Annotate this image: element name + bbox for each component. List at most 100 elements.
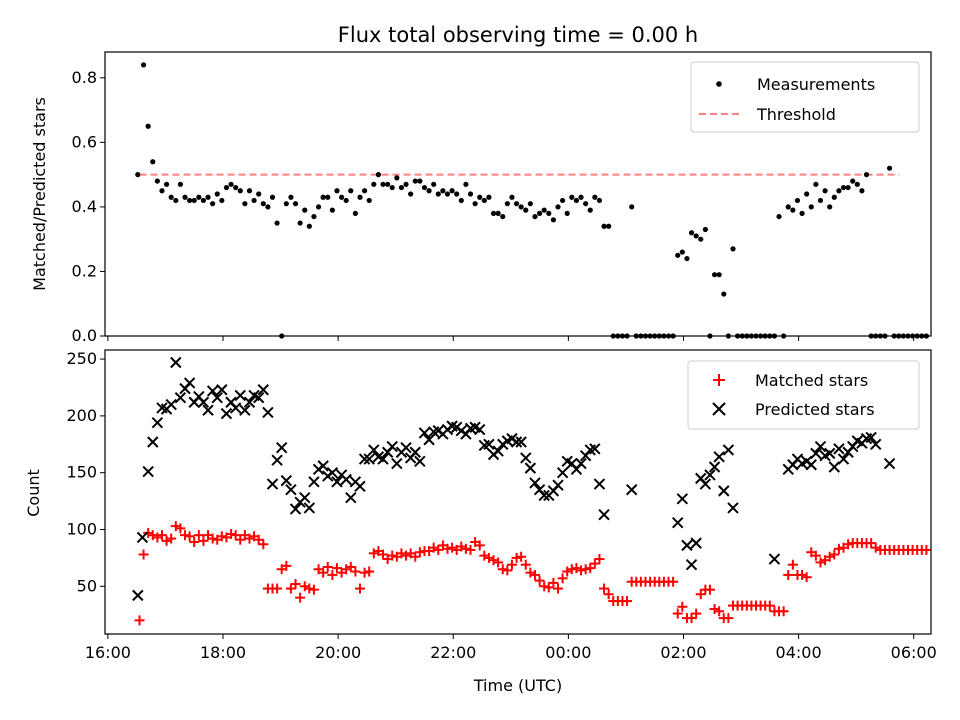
measurement-point bbox=[831, 194, 837, 200]
matched-point bbox=[244, 533, 255, 544]
predicted-point bbox=[174, 392, 187, 404]
measurement-point bbox=[306, 223, 312, 229]
measurement-point bbox=[840, 184, 847, 191]
bottom-x-tick-label: 04:00 bbox=[776, 643, 822, 662]
predicted-point-b bbox=[345, 491, 357, 504]
predicted-point-b bbox=[358, 453, 371, 465]
predicted-point bbox=[202, 404, 214, 416]
predicted-point bbox=[865, 431, 877, 444]
matched-point bbox=[921, 544, 932, 555]
predicted-point-b bbox=[400, 441, 412, 454]
matched-point bbox=[585, 563, 596, 574]
bottom-x-tick-label: 22:00 bbox=[430, 643, 476, 662]
top-y-axis-label: Matched/Predicted stars bbox=[30, 97, 49, 291]
measurement-point bbox=[297, 220, 303, 226]
x-axis-label: Time (UTC) bbox=[473, 676, 562, 695]
predicted-point-b bbox=[520, 452, 532, 464]
bottom-legend-frame bbox=[687, 360, 920, 430]
measurement-point bbox=[721, 291, 727, 297]
predicted-point-b bbox=[252, 392, 265, 404]
matched-point bbox=[599, 583, 610, 594]
matched-point bbox=[442, 543, 453, 554]
matched-point bbox=[322, 561, 333, 572]
predicted-point bbox=[483, 438, 495, 450]
measurement-point bbox=[135, 172, 141, 178]
measurement-point bbox=[854, 181, 860, 187]
matched-point bbox=[258, 539, 269, 550]
predicted-point bbox=[257, 384, 269, 396]
matched-point bbox=[479, 550, 490, 561]
predicted-point bbox=[243, 396, 256, 408]
matched-point bbox=[622, 596, 633, 607]
predicted-point bbox=[400, 441, 412, 454]
measurement-point bbox=[431, 181, 437, 187]
bottom-x-tick-label: 18:00 bbox=[200, 643, 246, 662]
matched-point bbox=[152, 532, 163, 543]
matched-point bbox=[299, 581, 310, 592]
matched-point bbox=[304, 583, 315, 594]
matched-point bbox=[465, 544, 476, 555]
predicted-point-b bbox=[556, 466, 569, 479]
predicted-point-b bbox=[685, 558, 698, 571]
measurement-point bbox=[675, 252, 681, 258]
matched-point bbox=[543, 582, 554, 593]
predicted-point bbox=[391, 457, 403, 470]
predicted-point bbox=[814, 440, 827, 453]
measurement-point bbox=[223, 184, 230, 191]
predicted-point-b bbox=[681, 539, 693, 552]
predicted-point-b bbox=[280, 474, 293, 487]
measurements-series bbox=[135, 62, 929, 339]
measurement-point bbox=[518, 204, 524, 210]
measurement-point bbox=[311, 213, 317, 220]
measurement-point bbox=[804, 191, 810, 197]
measurement-point bbox=[886, 165, 893, 171]
matched-point bbox=[170, 521, 181, 532]
predicted-point-b bbox=[229, 402, 242, 414]
measurement-point bbox=[555, 204, 561, 210]
matched-point bbox=[815, 557, 826, 568]
measurement-point bbox=[417, 178, 423, 184]
predicted-point-b bbox=[326, 466, 339, 479]
predicted-point-b bbox=[418, 427, 431, 439]
measurement-point bbox=[196, 194, 202, 200]
predicted-point-b bbox=[303, 502, 316, 514]
measurement-point bbox=[343, 197, 349, 204]
matched-point bbox=[534, 575, 545, 586]
measurement-point bbox=[472, 201, 478, 207]
legend-predicted-marker bbox=[712, 402, 726, 416]
bottom-x-ticks: 16:00 18:00 20:00 22:00 00:00 02:00 04:00 06:00 bbox=[85, 634, 937, 662]
measurement-point bbox=[159, 188, 165, 194]
measurement-point bbox=[532, 213, 538, 220]
measurement-point bbox=[265, 204, 271, 210]
predicted-point-b bbox=[814, 440, 827, 453]
matched-point bbox=[506, 559, 517, 570]
measurement-point bbox=[338, 194, 345, 200]
top-y-tick-label: 0.0 bbox=[72, 326, 97, 345]
measurement-point bbox=[205, 194, 211, 200]
predicted-point-b bbox=[151, 416, 164, 429]
predicted-point bbox=[524, 462, 537, 474]
predicted-point bbox=[165, 398, 177, 411]
predicted-point bbox=[690, 537, 702, 549]
top-y-ticks: 0.0 0.2 0.4 0.6 0.8 bbox=[72, 68, 105, 345]
predicted-point-b bbox=[690, 537, 702, 549]
predicted-stars-series bbox=[132, 356, 896, 602]
legend-threshold-label: Threshold bbox=[756, 105, 836, 124]
measurement-point bbox=[246, 188, 253, 194]
predicted-point bbox=[280, 474, 293, 487]
predicted-point-b bbox=[492, 445, 504, 457]
predicted-point bbox=[828, 461, 841, 473]
predicted-point-b bbox=[271, 454, 283, 466]
predicted-point bbox=[308, 476, 320, 488]
measurement-point bbox=[426, 188, 432, 194]
matched-point bbox=[308, 584, 319, 595]
matched-point bbox=[723, 613, 734, 624]
predicted-point-b bbox=[446, 420, 458, 432]
predicted-point bbox=[276, 441, 288, 454]
matched-point bbox=[433, 544, 444, 555]
measurement-point bbox=[214, 191, 220, 197]
matched-point bbox=[235, 534, 246, 545]
predicted-point-b bbox=[870, 438, 882, 450]
measurement-point bbox=[578, 194, 584, 200]
predicted-point bbox=[805, 459, 817, 471]
